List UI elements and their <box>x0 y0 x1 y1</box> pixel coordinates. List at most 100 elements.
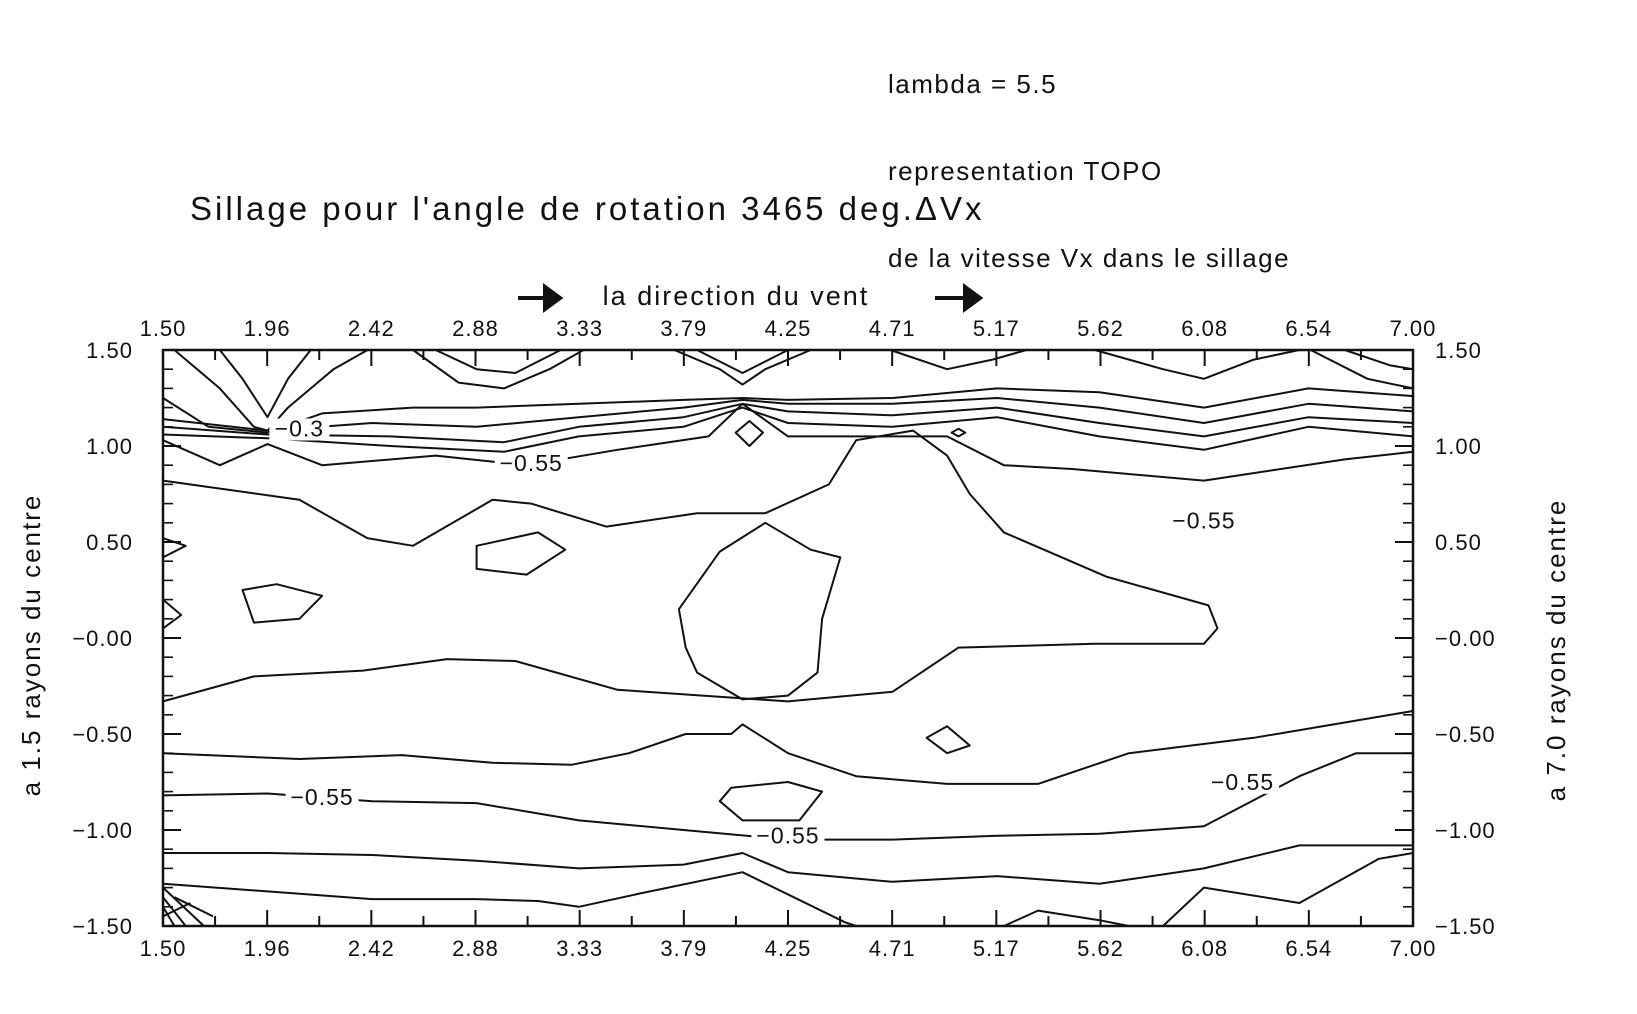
y-tick-label-right: −1.00 <box>1435 818 1496 843</box>
y-tick-label-left: 1.00 <box>86 434 133 459</box>
x-tick-labels-top: 1.50 1.96 2.42 2.88 3.33 3.79 4.25 4.71 5.17 5.62… <box>140 316 1437 341</box>
x-tick-label-bottom: 6.08 <box>1181 936 1228 961</box>
contour-line <box>1344 349 1414 371</box>
x-tick-label-bottom: 5.17 <box>973 936 1020 961</box>
x-tick-label-top: 5.17 <box>973 316 1020 341</box>
closed-contour <box>950 427 967 438</box>
closed-contour <box>734 420 764 447</box>
contour-label-background <box>1167 510 1241 533</box>
y-tick-label-left: −1.50 <box>72 914 133 939</box>
x-tick-label-top: 6.54 <box>1285 316 1332 341</box>
closed-contour <box>241 583 324 624</box>
contour-label-background <box>269 418 330 441</box>
contour-line <box>162 429 1219 703</box>
contour-line <box>173 349 368 432</box>
x-tick-label-bottom: 3.79 <box>660 936 707 961</box>
x-tick-label-bottom: 4.71 <box>869 936 916 961</box>
annotation-line-3: de la vitesse Vx dans le sillage <box>888 243 1291 273</box>
contour-value-labels: −0.3 −0.55 −0.55 −0.55 −0.55 −0.55 <box>269 415 1280 849</box>
x-tick-label-bottom: 1.96 <box>244 936 291 961</box>
x-tick-label-bottom: 3.33 <box>556 936 603 961</box>
x-tick-label-bottom: 2.42 <box>348 936 395 961</box>
contour-label-background <box>285 787 359 810</box>
x-tick-label-top: 1.96 <box>244 316 291 341</box>
x-tick-label-top: 2.42 <box>348 316 395 341</box>
x-tick-label-bottom: 1.50 <box>140 936 187 961</box>
contour-line <box>162 402 1414 444</box>
contour-line <box>162 710 1414 785</box>
x-tick-label-bottom: 4.25 <box>765 936 812 961</box>
contour-line <box>162 752 1413 841</box>
y-tick-label-left: 0.50 <box>86 530 133 555</box>
contour-value-label: −0.55 <box>1172 508 1235 534</box>
contour-line <box>1003 909 1130 927</box>
y-tick-labels-right: 1.50 1.00 0.50 −0.00 −0.50 −1.00 −1.50 <box>1435 338 1496 939</box>
contour-line <box>162 406 1414 453</box>
y-axis-label-right: a 7.0 rayons du centre <box>1541 499 1571 802</box>
y-tick-label-left: −1.00 <box>72 818 133 843</box>
contour-value-label: −0.55 <box>500 450 563 476</box>
x-tick-label-top: 7.00 <box>1390 316 1437 341</box>
right-arrow-icon <box>935 283 984 313</box>
y-tick-label-right: −1.50 <box>1435 914 1496 939</box>
x-tick-label-bottom: 7.00 <box>1390 936 1437 961</box>
contour-line <box>173 896 214 918</box>
x-tick-label-top: 2.88 <box>452 316 499 341</box>
x-tick-label-top: 1.50 <box>140 316 187 341</box>
closed-contour <box>925 725 971 755</box>
x-tick-label-top: 3.79 <box>660 316 707 341</box>
x-tick-labels-bottom: 1.50 1.96 2.42 2.88 3.33 3.79 4.25 4.71 5.17 5.62… <box>140 936 1437 961</box>
contour-line <box>162 906 176 927</box>
y-tick-label-right: 1.50 <box>1435 338 1482 363</box>
contour-label-background <box>751 825 825 848</box>
y-tick-label-right: −0.00 <box>1435 626 1496 651</box>
contour-line <box>219 349 312 419</box>
contour-line <box>1310 349 1414 390</box>
contour-value-label: −0.55 <box>756 823 819 849</box>
x-tick-label-top: 4.71 <box>869 316 916 341</box>
contour-label-background <box>494 453 568 476</box>
contour-line <box>1162 852 1414 927</box>
x-tick-label-top: 6.08 <box>1181 316 1228 341</box>
x-tick-label-top: 4.25 <box>765 316 812 341</box>
wind-direction-text: la direction du vent <box>603 281 870 311</box>
chart-title: Sillage pour l'angle de rotation 3465 de… <box>190 190 985 227</box>
contour-line <box>162 397 1414 432</box>
closed-contour <box>162 537 187 559</box>
y-tick-label-right: 0.50 <box>1435 530 1482 555</box>
y-tick-label-right: 1.00 <box>1435 434 1482 459</box>
x-tick-label-bottom: 2.88 <box>452 936 499 961</box>
contour-line <box>163 844 1413 885</box>
annotation-line-1: lambda = 5.5 <box>888 69 1058 99</box>
annotation-line-2: representation TOPO <box>888 156 1163 186</box>
y-axis-label-left: a 1.5 rayons du centre <box>16 494 46 797</box>
axis-ticks <box>162 349 1414 927</box>
lambda-annotation: lambda = 5.5 representation TOPO de la v… <box>888 12 1290 302</box>
y-tick-label-left: 1.50 <box>86 338 133 363</box>
contour-line <box>162 402 1414 482</box>
contour-line <box>696 349 789 374</box>
closed-contour <box>718 781 824 822</box>
contour-value-label: −0.3 <box>275 415 324 441</box>
closed-contour <box>475 531 567 576</box>
x-tick-label-bottom: 6.54 <box>1285 936 1332 961</box>
y-tick-labels-left: 1.50 1.00 0.50 −0.00 −0.50 −1.00 −1.50 <box>72 338 133 939</box>
contour-line <box>435 349 562 374</box>
contour-label-background <box>1206 771 1280 794</box>
closed-contour <box>162 598 183 630</box>
y-tick-label-right: −0.50 <box>1435 722 1496 747</box>
wind-direction-label: la direction du vent <box>518 281 984 313</box>
contour-value-label: −0.55 <box>290 784 353 810</box>
contour-line <box>412 349 584 390</box>
contour-line <box>162 871 857 927</box>
y-tick-label-left: −0.00 <box>72 626 133 651</box>
contour-value-label: −0.55 <box>1211 769 1274 795</box>
x-tick-label-top: 3.33 <box>556 316 603 341</box>
x-tick-label-top: 5.62 <box>1077 316 1124 341</box>
y-tick-label-left: −0.50 <box>72 722 133 747</box>
contour-line <box>889 349 1027 371</box>
contour-line <box>162 902 191 918</box>
x-tick-label-bottom: 5.62 <box>1077 936 1124 961</box>
left-arrow-icon <box>518 283 564 313</box>
